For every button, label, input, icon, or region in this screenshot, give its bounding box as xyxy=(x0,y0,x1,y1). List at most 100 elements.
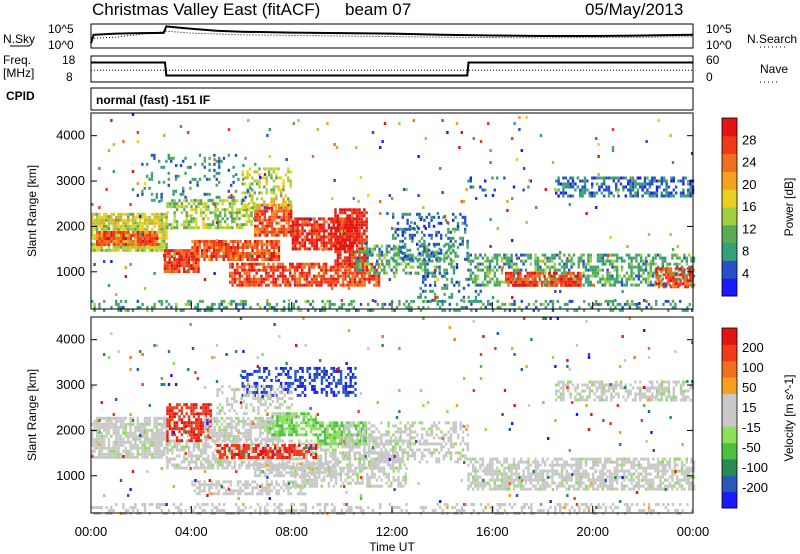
heatmap-cell xyxy=(589,283,592,287)
heatmap-cell xyxy=(278,206,281,210)
heatmap-cell xyxy=(361,274,364,278)
heatmap-cell xyxy=(555,191,558,195)
heatmap-cell xyxy=(143,449,147,453)
heatmap-cell xyxy=(557,179,560,183)
heatmap-cell xyxy=(556,253,559,257)
heatmap-cell xyxy=(160,455,163,459)
heatmap-cell xyxy=(112,224,115,228)
heatmap-cell xyxy=(303,262,306,266)
heatmap-cell xyxy=(367,308,370,312)
heatmap-cell xyxy=(213,158,216,161)
heatmap-cell xyxy=(341,244,344,248)
heatmap-cell xyxy=(274,268,277,272)
heatmap-cell xyxy=(608,271,612,275)
heatmap-cell xyxy=(348,235,352,239)
heatmap-cell xyxy=(342,217,345,221)
heatmap-cell xyxy=(647,302,651,306)
heatmap-cell xyxy=(353,262,356,266)
heatmap-cell xyxy=(579,274,582,278)
heatmap-cell xyxy=(598,185,601,189)
heatmap-cell xyxy=(155,455,159,459)
heatmap-cell xyxy=(336,259,340,263)
heatmap-cell xyxy=(438,259,441,263)
heatmap-cell xyxy=(512,262,516,266)
heatmap-cell xyxy=(144,243,147,246)
heatmap-cell xyxy=(141,162,144,166)
heatmap-cell xyxy=(168,264,171,268)
heatmap-cell xyxy=(285,233,288,237)
heatmap-cell xyxy=(655,273,658,277)
heatmap-cell xyxy=(351,223,354,227)
heatmap-cell xyxy=(358,220,361,224)
heatmap-cell xyxy=(576,185,579,189)
heatmap-cell xyxy=(343,241,347,245)
heatmap-cell xyxy=(165,215,168,219)
heatmap-cell xyxy=(190,267,193,271)
heatmap-cell xyxy=(404,265,408,269)
heatmap-cell xyxy=(98,422,101,426)
heatmap-cell xyxy=(155,245,159,249)
heatmap-cell xyxy=(616,191,619,194)
heatmap-cell xyxy=(606,268,609,272)
heatmap-cell xyxy=(91,203,94,206)
heatmap-cell xyxy=(287,215,290,219)
heatmap-cell xyxy=(260,240,264,243)
heatmap-cell xyxy=(425,248,428,252)
heatmap-cell xyxy=(182,252,186,256)
heatmap-cell xyxy=(178,463,181,467)
heatmap-cell xyxy=(215,252,218,255)
heatmap-cell xyxy=(287,230,290,234)
heatmap-cell xyxy=(255,262,258,266)
heatmap-cell xyxy=(640,256,643,260)
heatmap-cell xyxy=(474,256,477,260)
heatmap-cell xyxy=(569,176,572,180)
heatmap-cell xyxy=(672,282,675,286)
heatmap-cell xyxy=(610,191,613,195)
heatmap-cell xyxy=(166,445,169,449)
colorbar-tick-label: 24 xyxy=(742,155,756,170)
heatmap-cell xyxy=(528,283,532,287)
heatmap-cell xyxy=(629,194,632,198)
heatmap-cell xyxy=(395,265,398,269)
noise-search-label: N.Search xyxy=(747,32,797,46)
heatmap-cell xyxy=(489,218,492,221)
heatmap-cell xyxy=(222,252,225,255)
heatmap-cell xyxy=(306,238,309,242)
heatmap-cell xyxy=(615,182,618,186)
heatmap-cell xyxy=(187,131,190,134)
heatmap-cell xyxy=(360,220,364,224)
heatmap-cell xyxy=(689,279,692,283)
heatmap-cell xyxy=(341,262,345,266)
heatmap-cell xyxy=(287,203,290,207)
heatmap-cell xyxy=(564,191,567,195)
heatmap-cell xyxy=(134,236,137,240)
heatmap-cell xyxy=(277,255,281,258)
heatmap-cell xyxy=(572,262,576,266)
heatmap-cell xyxy=(327,277,330,281)
heatmap-cell xyxy=(406,254,409,258)
heatmap-cell xyxy=(290,233,293,237)
heatmap-cell xyxy=(213,203,216,206)
heatmap-cell xyxy=(589,268,592,272)
heatmap-cell xyxy=(336,235,340,239)
heatmap-cell xyxy=(419,292,422,296)
heatmap-cell xyxy=(626,245,629,248)
heatmap-cell xyxy=(380,244,384,248)
heatmap-cell xyxy=(421,250,424,254)
y-tick-label: 1000 xyxy=(56,264,85,279)
heatmap-cell xyxy=(183,457,186,461)
heatmap-cell xyxy=(248,262,251,266)
heatmap-cell xyxy=(105,215,108,219)
heatmap-cell xyxy=(117,224,120,228)
heatmap-cell xyxy=(310,241,314,245)
heatmap-cell xyxy=(351,250,354,254)
heatmap-cell xyxy=(216,457,220,461)
heatmap-cell xyxy=(452,212,455,216)
heatmap-cell xyxy=(355,244,359,248)
heatmap-cell xyxy=(528,271,532,275)
heatmap-cell xyxy=(376,253,379,257)
heatmap-cell xyxy=(394,227,397,231)
heatmap-cell xyxy=(200,252,204,255)
heatmap-cell xyxy=(612,194,615,198)
heatmap-cell xyxy=(640,265,643,269)
